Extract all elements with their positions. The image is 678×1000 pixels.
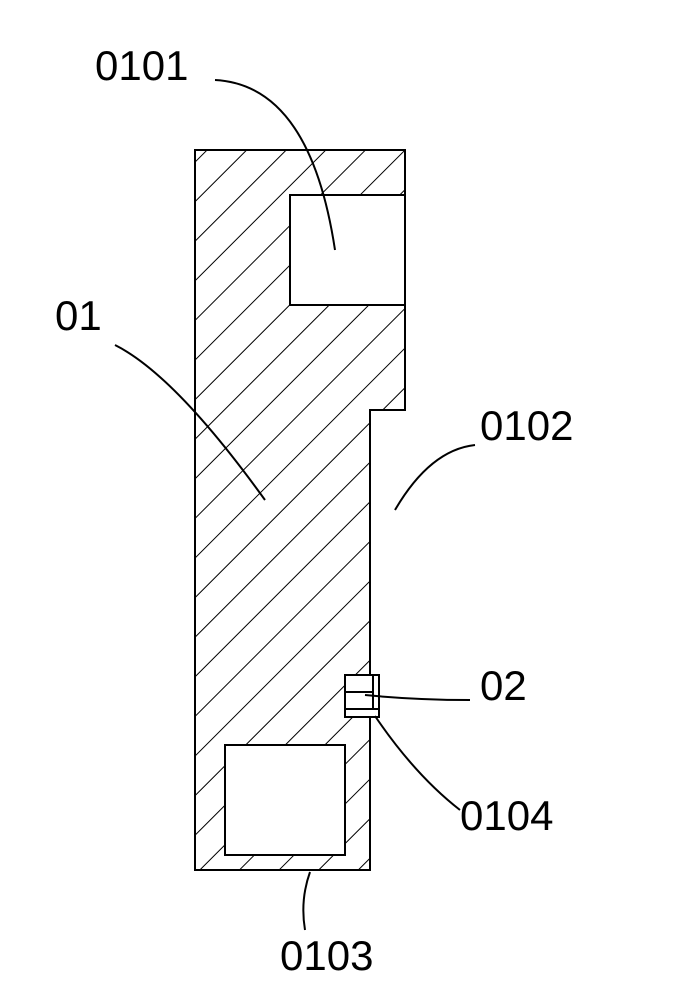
label-l0101: 0101 [95, 42, 188, 89]
leader-l0103 [303, 872, 310, 930]
bottom-notch [225, 745, 345, 855]
leader-l0102 [395, 445, 475, 510]
label-l02: 02 [480, 662, 527, 709]
ledge [345, 709, 379, 717]
label-l01: 01 [55, 292, 102, 339]
main-body [195, 150, 405, 870]
leader-l0104 [375, 716, 460, 810]
label-l0102: 0102 [480, 402, 573, 449]
leader-l02 [365, 695, 470, 700]
label-l0104: 0104 [460, 792, 553, 839]
top-notch [290, 195, 405, 305]
label-l0103: 0103 [280, 932, 373, 979]
